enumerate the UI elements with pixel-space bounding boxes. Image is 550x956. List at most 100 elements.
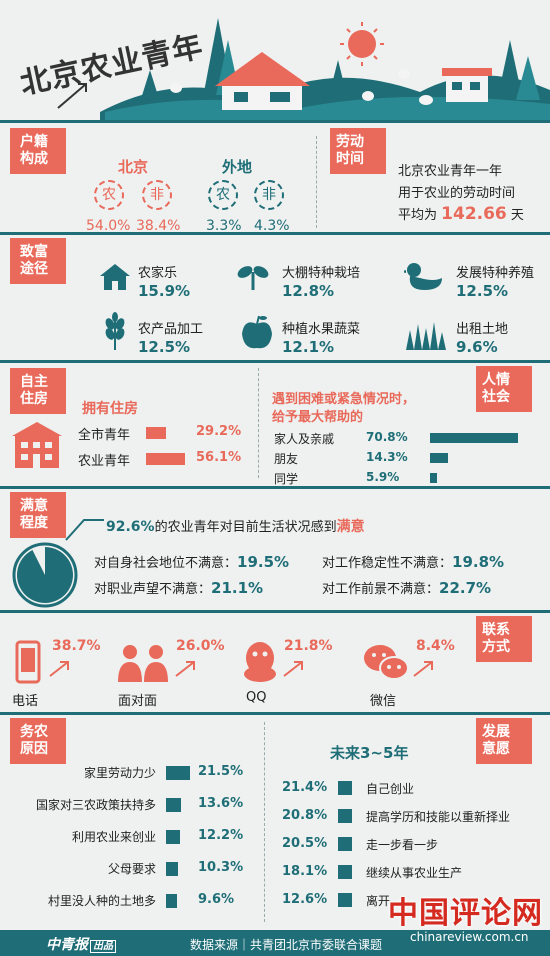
wealth-value: 15.9% <box>138 282 191 300</box>
future-row-value: 21.4% <box>282 780 328 795</box>
wealth-label: 发展特种养殖 <box>456 266 535 281</box>
watermark-url: chinareview.com.cn <box>410 930 529 944</box>
reason-bar <box>166 830 180 844</box>
trend-arrow-icon <box>413 661 433 677</box>
future-row-value: 12.6% <box>282 892 328 907</box>
housing-row-label: 农业青年 <box>78 454 131 469</box>
future-bullet <box>338 837 352 851</box>
future-bullet <box>338 781 352 795</box>
future-row-label: 走一步看一步 <box>366 838 439 852</box>
contact-label: 微信 <box>370 694 397 709</box>
fei-circle-icon: 非 <box>254 180 284 210</box>
satisfaction-item: 对工作稳定性不满意：19.8% <box>322 553 505 571</box>
housing-row-value: 56.1% <box>196 450 242 465</box>
wealth-value: 12.5% <box>138 338 191 356</box>
nong-circle-icon: 农 <box>208 180 238 210</box>
vertical-divider <box>264 722 265 922</box>
trend-arrow-icon <box>283 661 303 677</box>
header-banner: 北京农业青年 <box>0 0 550 120</box>
satisfaction-pie <box>12 542 78 608</box>
future-bullet <box>338 893 352 907</box>
reason-row-value: 10.3% <box>198 860 244 875</box>
contact-value: 21.8% <box>284 638 333 654</box>
waidi-nong-value: 3.3% <box>206 218 242 234</box>
satisfaction-tag: 满意 程度 <box>10 492 66 538</box>
reason-row-label: 国家对三农政策扶持多 <box>35 798 156 812</box>
housing-title: 拥有住房 <box>82 401 138 417</box>
reason-bar <box>166 798 181 812</box>
contact-tag: 联系 方式 <box>476 616 532 662</box>
watermark-logo: 中国评论网 <box>388 896 543 931</box>
social-row-value: 14.3% <box>366 450 408 464</box>
housing-row-label: 全市青年 <box>78 428 131 443</box>
pointer-line <box>65 519 104 541</box>
wechat-icon <box>364 645 409 680</box>
beijing-fei-value: 38.4% <box>136 218 181 234</box>
future-row-label: 提高学历和技能以重新择业 <box>366 810 511 824</box>
contact-label: 面对面 <box>118 694 158 709</box>
duck-icon <box>404 263 442 290</box>
social-title2: 给予最大帮助的 <box>272 410 364 425</box>
wealth-label: 农家乐 <box>138 266 178 281</box>
vertical-divider <box>258 368 259 478</box>
reasons-tag: 务农 原因 <box>10 718 66 764</box>
reason-row-label: 家里劳动力少 <box>83 766 156 780</box>
social-row-label: 同学 <box>274 472 299 486</box>
housing-row-value: 29.2% <box>196 424 242 439</box>
divider <box>0 712 550 715</box>
labor-tag: 劳动 时间 <box>330 128 386 174</box>
future-bullet <box>338 809 352 823</box>
wealth-value: 12.1% <box>282 338 335 356</box>
social-bar <box>430 453 448 463</box>
face-to-face-icon <box>118 645 168 682</box>
house-icon <box>100 264 130 290</box>
reason-bar <box>166 862 178 876</box>
contact-value: 26.0% <box>176 638 225 654</box>
wealth-tag: 致富 途径 <box>10 238 66 284</box>
labor-line1: 北京农业青年一年 <box>398 164 503 179</box>
beijing-label: 北京 <box>118 158 149 176</box>
wealth-label: 种植水果蔬菜 <box>282 322 361 337</box>
social-bar <box>430 433 518 443</box>
future-title: 未来3~5年 <box>330 744 409 762</box>
social-row-label: 家人及亲戚 <box>274 432 335 446</box>
future-row-value: 18.1% <box>282 864 328 879</box>
future-row-label: 自己创业 <box>366 782 415 796</box>
divider <box>0 610 550 613</box>
contact-label: 电话 <box>12 694 39 709</box>
phone-icon <box>15 640 41 684</box>
future-bullet <box>338 865 352 879</box>
housing-tag: 自主 住房 <box>10 368 66 414</box>
reason-row-label: 村里没人种的土地多 <box>47 894 156 908</box>
social-row-label: 朋友 <box>274 452 299 466</box>
divider <box>0 232 550 235</box>
housing-bar <box>146 453 185 465</box>
footer-logo: 中青报 出品 <box>46 934 116 954</box>
satisfaction-item: 对职业声望不满意：21.1% <box>94 579 264 597</box>
reason-row-value: 12.2% <box>198 828 244 843</box>
wheat-icon <box>105 312 125 350</box>
wealth-label: 大棚特种栽培 <box>282 266 361 281</box>
reason-row-value: 21.5% <box>198 764 244 779</box>
labor-line3: 平均为 142.66 天 <box>398 204 524 224</box>
trend-arrow-icon <box>49 661 69 677</box>
satisfaction-item: 对自身社会地位不满意：19.5% <box>94 553 290 571</box>
labor-days-value: 142.66 <box>441 204 507 224</box>
divider <box>0 486 550 489</box>
future-row-value: 20.5% <box>282 836 328 851</box>
wealth-label: 农产品加工 <box>138 322 204 337</box>
reason-row-value: 13.6% <box>198 796 244 811</box>
future-row-label: 继续从事农业生产 <box>366 866 463 880</box>
divider <box>0 360 550 363</box>
contact-label: QQ <box>246 690 267 705</box>
housing-bar <box>146 427 166 439</box>
nong-circle-icon: 农 <box>94 180 124 210</box>
divider <box>0 120 550 123</box>
wealth-value: 12.5% <box>456 282 509 300</box>
reason-row-value: 9.6% <box>198 892 235 907</box>
social-title1: 遇到困难或紧急情况时， <box>272 392 416 407</box>
reason-bar <box>166 766 190 780</box>
footer-source: 数据来源｜共青团北京市委联合课题 <box>190 938 383 952</box>
reason-row-label: 父母要求 <box>107 862 156 876</box>
